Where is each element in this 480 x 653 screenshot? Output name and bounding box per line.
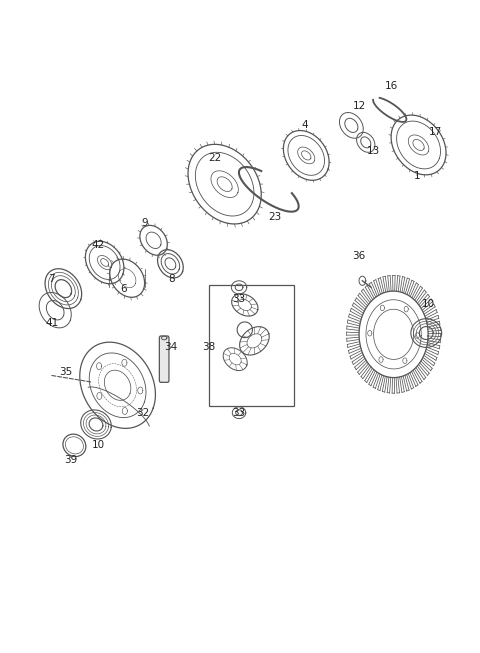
Text: 9: 9 bbox=[142, 218, 148, 229]
Text: 7: 7 bbox=[48, 274, 55, 285]
Text: 13: 13 bbox=[367, 146, 380, 157]
Text: 38: 38 bbox=[202, 342, 216, 353]
Text: 4: 4 bbox=[301, 120, 308, 131]
Text: 35: 35 bbox=[60, 367, 73, 377]
Text: 39: 39 bbox=[64, 455, 78, 466]
Text: 10: 10 bbox=[421, 298, 435, 309]
Bar bbox=[209, 285, 294, 406]
Text: 32: 32 bbox=[136, 407, 150, 418]
Text: 23: 23 bbox=[268, 212, 281, 222]
FancyBboxPatch shape bbox=[159, 336, 169, 382]
Text: 41: 41 bbox=[45, 318, 59, 328]
Text: 10: 10 bbox=[92, 440, 105, 451]
Text: 8: 8 bbox=[168, 274, 175, 285]
Text: 42: 42 bbox=[92, 240, 105, 250]
Text: 33: 33 bbox=[232, 294, 246, 304]
Text: 17: 17 bbox=[429, 127, 443, 137]
Text: 16: 16 bbox=[384, 81, 398, 91]
Text: 34: 34 bbox=[164, 342, 177, 353]
Text: 36: 36 bbox=[352, 251, 366, 261]
Text: 12: 12 bbox=[352, 101, 366, 111]
Text: 1: 1 bbox=[414, 171, 421, 182]
Text: 33: 33 bbox=[232, 407, 246, 418]
Text: 6: 6 bbox=[120, 283, 127, 294]
Text: 22: 22 bbox=[208, 153, 222, 163]
